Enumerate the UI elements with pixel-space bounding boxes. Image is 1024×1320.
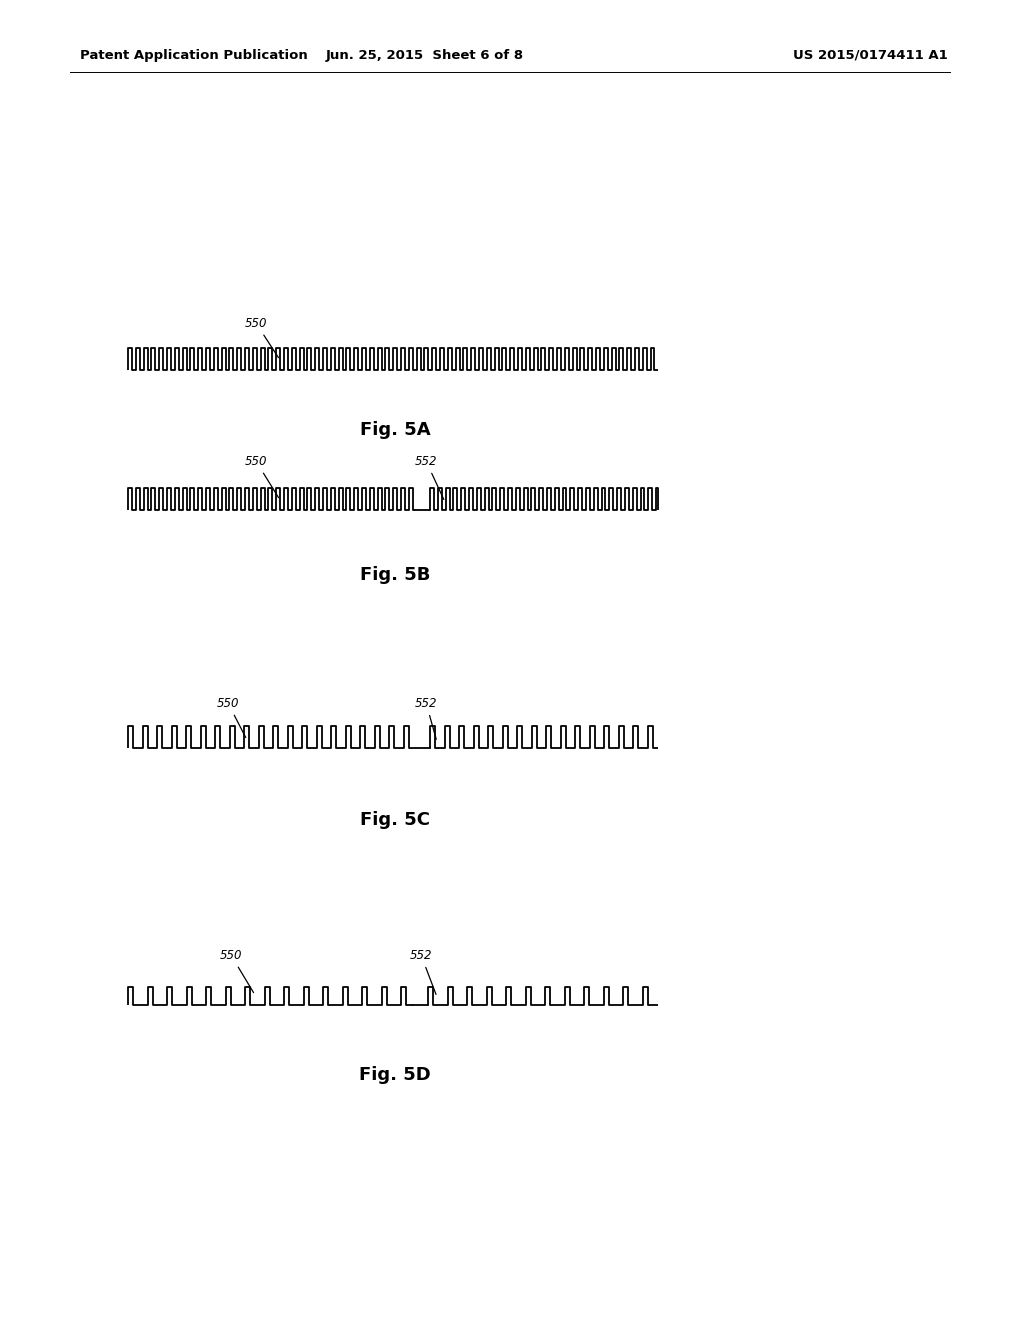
Text: US 2015/0174411 A1: US 2015/0174411 A1 — [793, 49, 947, 62]
Text: 550: 550 — [217, 697, 246, 738]
Text: Jun. 25, 2015  Sheet 6 of 8: Jun. 25, 2015 Sheet 6 of 8 — [326, 49, 524, 62]
Text: Fig. 5A: Fig. 5A — [359, 421, 430, 440]
Text: 552: 552 — [415, 697, 437, 739]
Text: 550: 550 — [245, 317, 279, 358]
Text: Fig. 5D: Fig. 5D — [359, 1067, 431, 1084]
Text: 550: 550 — [245, 455, 279, 498]
Text: 550: 550 — [220, 949, 254, 993]
Text: 552: 552 — [410, 949, 436, 994]
Text: Patent Application Publication: Patent Application Publication — [80, 49, 308, 62]
Text: Fig. 5C: Fig. 5C — [360, 810, 430, 829]
Text: 552: 552 — [415, 455, 443, 499]
Text: Fig. 5B: Fig. 5B — [359, 566, 430, 583]
